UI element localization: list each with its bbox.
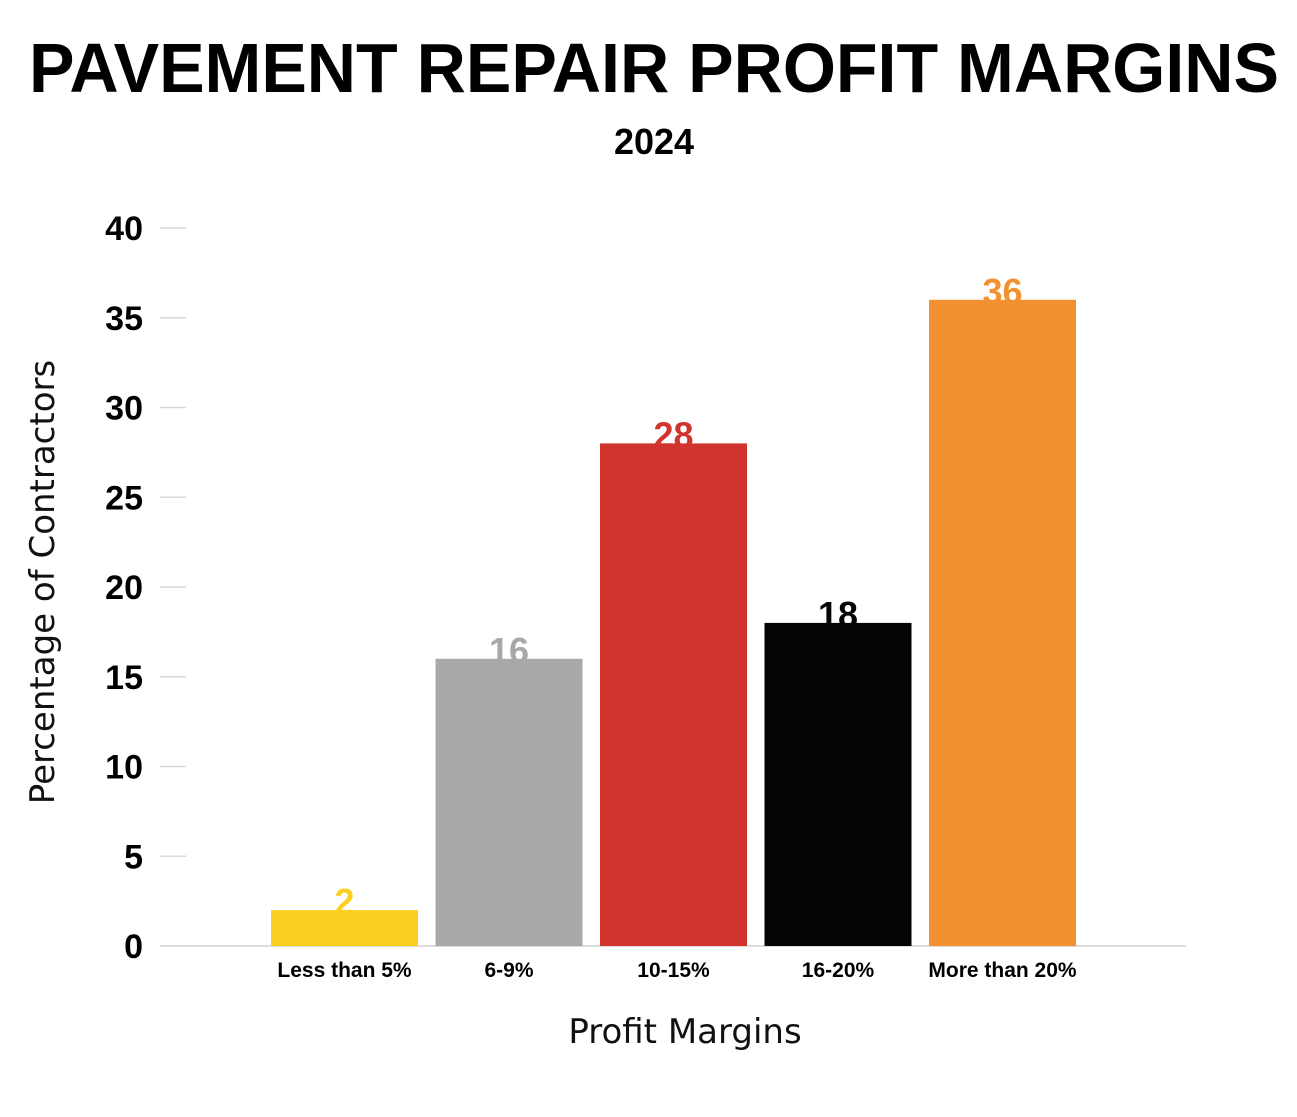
y-tick-label: 5: [124, 838, 143, 876]
bars: [271, 299, 1076, 946]
bar: [929, 299, 1076, 946]
y-tick-label: 25: [105, 479, 143, 517]
bar: [764, 622, 912, 946]
chart-title: PAVEMENT REPAIR PROFIT MARGINS: [29, 29, 1279, 107]
x-axis: Less than 5% 6-9% 10-15% 16-20% More than 20…: [277, 959, 1077, 982]
x-tick-label: 6-9%: [484, 959, 533, 982]
x-tick-label: Less than 5%: [277, 959, 412, 982]
x-tick-label: 16-20%: [802, 959, 875, 982]
bar: [435, 658, 583, 946]
y-axis-label: Percentage of Contractors: [23, 360, 63, 804]
x-axis-label: Profit Margins: [568, 1012, 801, 1052]
bar: [271, 910, 418, 946]
y-tick-label: 35: [105, 300, 143, 338]
data-label: 36: [982, 271, 1022, 312]
x-tick-label: More than 20%: [928, 959, 1077, 982]
y-tick-label: 15: [105, 659, 143, 697]
y-tick-label: 40: [105, 210, 143, 248]
data-label: 28: [653, 414, 693, 455]
chart-subtitle: 2024: [614, 121, 694, 162]
data-label: 2: [334, 881, 354, 922]
data-label: 16: [489, 630, 529, 671]
y-tick-label: 0: [124, 928, 143, 966]
data-label: 18: [818, 594, 858, 635]
y-tick-label: 20: [105, 569, 143, 607]
y-axis: 0 5 10 15 20 25 30 35 40: [105, 210, 1186, 966]
bar: [600, 443, 747, 946]
y-tick-label: 10: [105, 749, 143, 787]
data-labels: 2 16 28 18 36: [334, 271, 1022, 922]
y-tick-label: 30: [105, 390, 143, 428]
x-tick-label: 10-15%: [637, 959, 710, 982]
